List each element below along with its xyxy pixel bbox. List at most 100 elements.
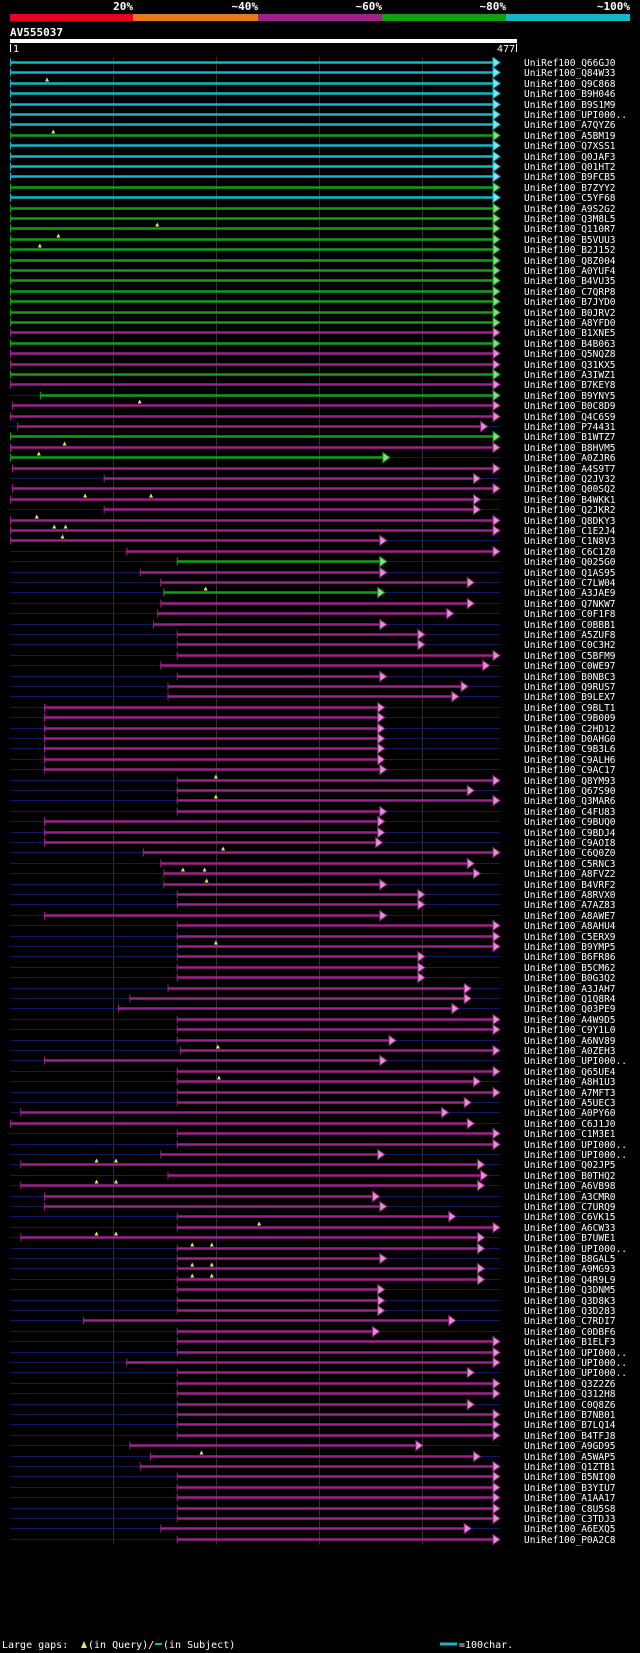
hit-row[interactable]: UniRef100_A4W9D5 <box>10 1013 616 1027</box>
hit-row[interactable]: UniRef100_C7RDI7 <box>10 1314 616 1328</box>
hit-label[interactable]: UniRef100_Q0JAF3 <box>524 152 616 163</box>
hit-label[interactable]: UniRef100_B8HVM5 <box>524 443 616 454</box>
hit-row[interactable]: UniRef100_A5BM19 <box>10 129 616 143</box>
hit-row[interactable]: UniRef100_B0G3Q2 <box>10 971 616 985</box>
hit-row[interactable]: UniRef100_Q9C868 <box>10 77 616 91</box>
hit-label[interactable]: UniRef100_B8GAL5 <box>524 1254 616 1265</box>
hit-label[interactable]: UniRef100_Q01HT2 <box>524 162 616 173</box>
hit-row[interactable]: UniRef100_Q00SQ2 <box>10 482 616 496</box>
hit-label[interactable]: UniRef100_A0ZEH3 <box>524 1046 616 1057</box>
hit-label[interactable]: UniRef100_Q3D283 <box>524 1306 616 1317</box>
hit-label[interactable]: UniRef100_UPI000.. <box>524 1150 627 1161</box>
hit-row[interactable]: UniRef100_C5BFM9 <box>10 649 616 663</box>
hit-row[interactable]: UniRef100_A4S9T7 <box>10 462 616 476</box>
hit-row[interactable]: UniRef100_C0F1F8 <box>10 607 616 621</box>
hit-label[interactable]: UniRef100_C5YF68 <box>524 193 616 204</box>
hit-row[interactable]: UniRef100_B9YMP5 <box>10 940 616 954</box>
hit-row[interactable]: UniRef100_Q1Q8R4 <box>10 992 616 1006</box>
hit-row[interactable]: UniRef100_C0Q8Z6 <box>10 1398 616 1412</box>
hit-label[interactable]: UniRef100_A5ZUF8 <box>524 630 616 641</box>
hit-label[interactable]: UniRef100_Q3MAR6 <box>524 796 616 807</box>
hit-row[interactable]: UniRef100_C0BBB1 <box>10 618 616 632</box>
hit-label[interactable]: UniRef100_C9BDJ4 <box>524 828 616 839</box>
hit-label[interactable]: UniRef100_C9AOI8 <box>524 838 616 849</box>
hit-row[interactable]: UniRef100_Q110R7 <box>10 222 616 236</box>
hit-label[interactable]: UniRef100_A1AA17 <box>524 1493 616 1504</box>
hit-row[interactable]: UniRef100_C0C3H2 <box>10 638 616 652</box>
hit-label[interactable]: UniRef100_A3JAH7 <box>524 984 616 995</box>
hit-row[interactable]: UniRef100_A6EXQ5 <box>10 1522 616 1536</box>
hit-row[interactable]: UniRef100_Q4R9L9 <box>10 1273 616 1287</box>
hit-label[interactable]: UniRef100_B0NBC3 <box>524 672 616 683</box>
hit-label[interactable]: UniRef100_A0PY60 <box>524 1108 616 1119</box>
hit-row[interactable]: UniRef100_B6FR86 <box>10 950 616 964</box>
hit-label[interactable]: UniRef100_B9YMP5 <box>524 942 616 953</box>
hit-label[interactable]: UniRef100_C1E2J4 <box>524 526 616 537</box>
hit-label[interactable]: UniRef100_A4S9T7 <box>524 464 616 475</box>
hit-row[interactable]: UniRef100_C5YF68 <box>10 191 616 205</box>
hit-row[interactable]: UniRef100_A7AZ83 <box>10 898 616 912</box>
hit-row[interactable]: UniRef100_A8H1U3 <box>10 1075 616 1089</box>
hit-label[interactable]: UniRef100_A8RVX0 <box>524 890 616 901</box>
hit-row[interactable]: UniRef100_A0PY60 <box>10 1106 616 1120</box>
hit-label[interactable]: UniRef100_A0YUF4 <box>524 266 616 277</box>
hit-label[interactable]: UniRef100_A8YFD0 <box>524 318 616 329</box>
hit-row[interactable]: UniRef100_Q9RUS7 <box>10 680 616 694</box>
hit-row[interactable]: UniRef100_A5UEC3 <box>10 1096 616 1110</box>
hit-label[interactable]: UniRef100_A7QYZ6 <box>524 120 616 131</box>
hit-label[interactable]: UniRef100_C0Q8Z6 <box>524 1400 616 1411</box>
hit-row[interactable]: UniRef100_A9S2G2 <box>10 202 616 216</box>
hit-row[interactable]: UniRef100_C6Q0Z0 <box>10 846 616 860</box>
hit-label[interactable]: UniRef100_Q3DNM5 <box>524 1285 616 1296</box>
hit-row[interactable]: UniRef100_B5VUU3 <box>10 233 616 247</box>
hit-label[interactable]: UniRef100_Q1Q8R4 <box>524 994 616 1005</box>
hit-row[interactable]: UniRef100_C1E2J4 <box>10 524 616 538</box>
hit-label[interactable]: UniRef100_C7LW04 <box>524 578 616 589</box>
hit-row[interactable]: UniRef100_Q3MAR6 <box>10 794 616 808</box>
hit-row[interactable]: UniRef100_B1XNE5 <box>10 326 616 340</box>
hit-label[interactable]: UniRef100_C4FU83 <box>524 807 616 818</box>
hit-label[interactable]: UniRef100_A8AHU4 <box>524 921 616 932</box>
hit-label[interactable]: UniRef100_D0AHG0 <box>524 734 616 745</box>
hit-label[interactable]: UniRef100_Q8YM93 <box>524 776 616 787</box>
hit-label[interactable]: UniRef100_B0JRV2 <box>524 308 616 319</box>
hit-label[interactable]: UniRef100_C6VK15 <box>524 1212 616 1223</box>
hit-row[interactable]: UniRef100_B4WKK1 <box>10 493 616 507</box>
hit-label[interactable]: UniRef100_Q7XSS1 <box>524 141 616 152</box>
hit-row[interactable]: UniRef100_UPI000.. <box>10 1356 627 1370</box>
hit-label[interactable]: UniRef100_UPI000.. <box>524 1244 627 1255</box>
hit-row[interactable]: UniRef100_Q7NKW7 <box>10 597 616 611</box>
hit-label[interactable]: UniRef100_Q2JV32 <box>524 474 616 485</box>
hit-label[interactable]: UniRef100_A3CMR0 <box>524 1192 616 1203</box>
hit-row[interactable]: UniRef100_Q2JKR2 <box>10 503 616 517</box>
hit-row[interactable]: UniRef100_UPI000.. <box>10 1054 627 1068</box>
hit-row[interactable]: UniRef100_A3IWZ1 <box>10 368 616 382</box>
hit-row[interactable]: UniRef100_A0ZJR6 <box>10 451 616 465</box>
hit-row[interactable]: UniRef100_Q3Z2Z6 <box>10 1377 616 1391</box>
hit-row[interactable]: UniRef100_Q3D8K3 <box>10 1294 616 1308</box>
hit-label[interactable]: UniRef100_B7ZYY2 <box>524 183 616 194</box>
hit-label[interactable]: UniRef100_A6VB98 <box>524 1181 616 1192</box>
hit-row[interactable]: UniRef100_Q8Z004 <box>10 254 616 268</box>
hit-row[interactable]: UniRef100_A0ZEH3 <box>10 1044 616 1058</box>
hit-row[interactable]: UniRef100_A9GD95 <box>10 1439 616 1453</box>
hit-label[interactable]: UniRef100_UPI000.. <box>524 1056 627 1067</box>
hit-label[interactable]: UniRef100_A7AZ83 <box>524 900 616 911</box>
hit-row[interactable]: UniRef100_Q01HT2 <box>10 160 616 174</box>
hit-label[interactable]: UniRef100_Q4R9L9 <box>524 1275 616 1286</box>
hit-row[interactable]: UniRef100_C8U5S8 <box>10 1502 616 1516</box>
hit-row[interactable]: UniRef100_C9ALH6 <box>10 753 616 767</box>
hit-label[interactable]: UniRef100_UPI000.. <box>524 110 627 121</box>
hit-row[interactable]: UniRef100_B7ZYY2 <box>10 181 616 195</box>
hit-label[interactable]: UniRef100_A9GD95 <box>524 1441 616 1452</box>
hit-row[interactable]: UniRef100_A6CW33 <box>10 1221 616 1235</box>
hit-label[interactable]: UniRef100_Q65UE4 <box>524 1067 616 1078</box>
hit-row[interactable]: UniRef100_C4FU83 <box>10 805 616 819</box>
hit-row[interactable]: UniRef100_C6VK15 <box>10 1210 616 1224</box>
hit-label[interactable]: UniRef100_Q5NQZ8 <box>524 349 616 360</box>
hit-row[interactable]: UniRef100_C9B3L6 <box>10 742 616 756</box>
hit-row[interactable]: UniRef100_A5ZUF8 <box>10 628 616 642</box>
hit-row[interactable]: UniRef100_UPI000.. <box>10 1138 627 1152</box>
hit-row[interactable]: UniRef100_B4VRF2 <box>10 878 616 892</box>
hit-label[interactable]: UniRef100_C5RNC3 <box>524 859 616 870</box>
